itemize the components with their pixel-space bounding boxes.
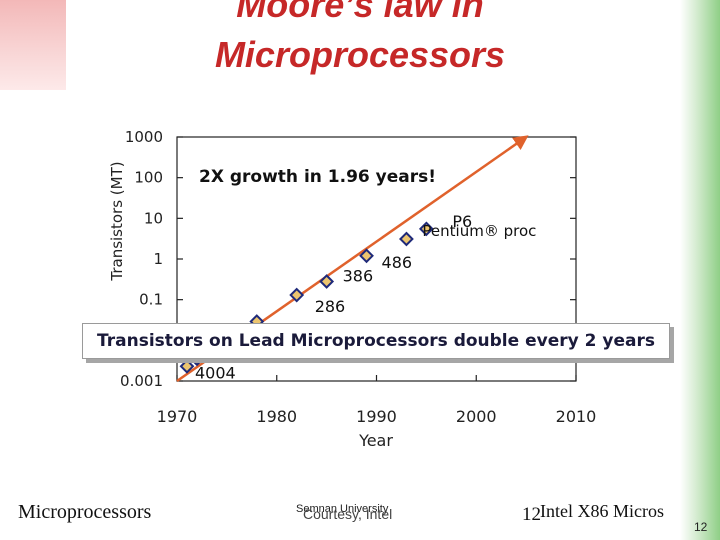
- data-point-marker: [418, 221, 434, 237]
- data-point-label: 386: [343, 266, 374, 285]
- data-point-marker: [359, 248, 374, 264]
- x-tick-label: 1970: [157, 407, 198, 426]
- data-point-marker: [179, 358, 195, 374]
- data-point-marker: [399, 231, 414, 247]
- data-point-label: P6: [452, 212, 472, 231]
- page-number: 12: [694, 520, 708, 534]
- x-tick-label: 2010: [556, 407, 597, 426]
- y-tick-label: 100: [134, 169, 163, 187]
- y-tick-label: 0.1: [139, 291, 163, 309]
- y-tick-label: 10: [144, 209, 163, 227]
- doubling-banner: Transistors on Lead Microprocessors doub…: [82, 323, 670, 359]
- x-tick-label: 1980: [256, 407, 297, 426]
- data-point-marker: [289, 287, 305, 303]
- footer-course-name: Microprocessors: [18, 501, 152, 523]
- growth-annotation: 2X growth in 1.96 years!: [199, 167, 436, 187]
- x-tick-label: 1990: [356, 407, 397, 426]
- x-tick-label: 2000: [456, 407, 497, 426]
- right-decoration-band: [680, 0, 720, 540]
- data-point-label: 486: [382, 253, 413, 272]
- corner-decoration: [0, 0, 66, 90]
- data-point-label: 286: [315, 297, 346, 316]
- data-point-marker: [319, 274, 335, 289]
- data-point-label: Pentium® proc: [422, 222, 536, 240]
- slide-title: Moore’s law in Microprocessors: [214, 0, 506, 75]
- footer-section-title: Intel X86 Micros: [540, 501, 664, 521]
- y-tick-label: 0.001: [120, 372, 163, 390]
- footer-courtesy: Courtesy, Intel: [303, 506, 393, 522]
- x-tick-labels: 1970 1980 1990 2000 2010: [157, 407, 597, 426]
- y-tick-label: 1: [153, 250, 163, 268]
- footer-slide-number: 12: [522, 504, 541, 525]
- data-point-label: 4004: [195, 363, 236, 382]
- y-tick-label: 1000: [125, 128, 163, 146]
- x-axis-label: Year: [358, 431, 393, 450]
- y-axis-label: Transistors (MT): [108, 161, 126, 281]
- footer-university: Semnan University: [296, 503, 389, 515]
